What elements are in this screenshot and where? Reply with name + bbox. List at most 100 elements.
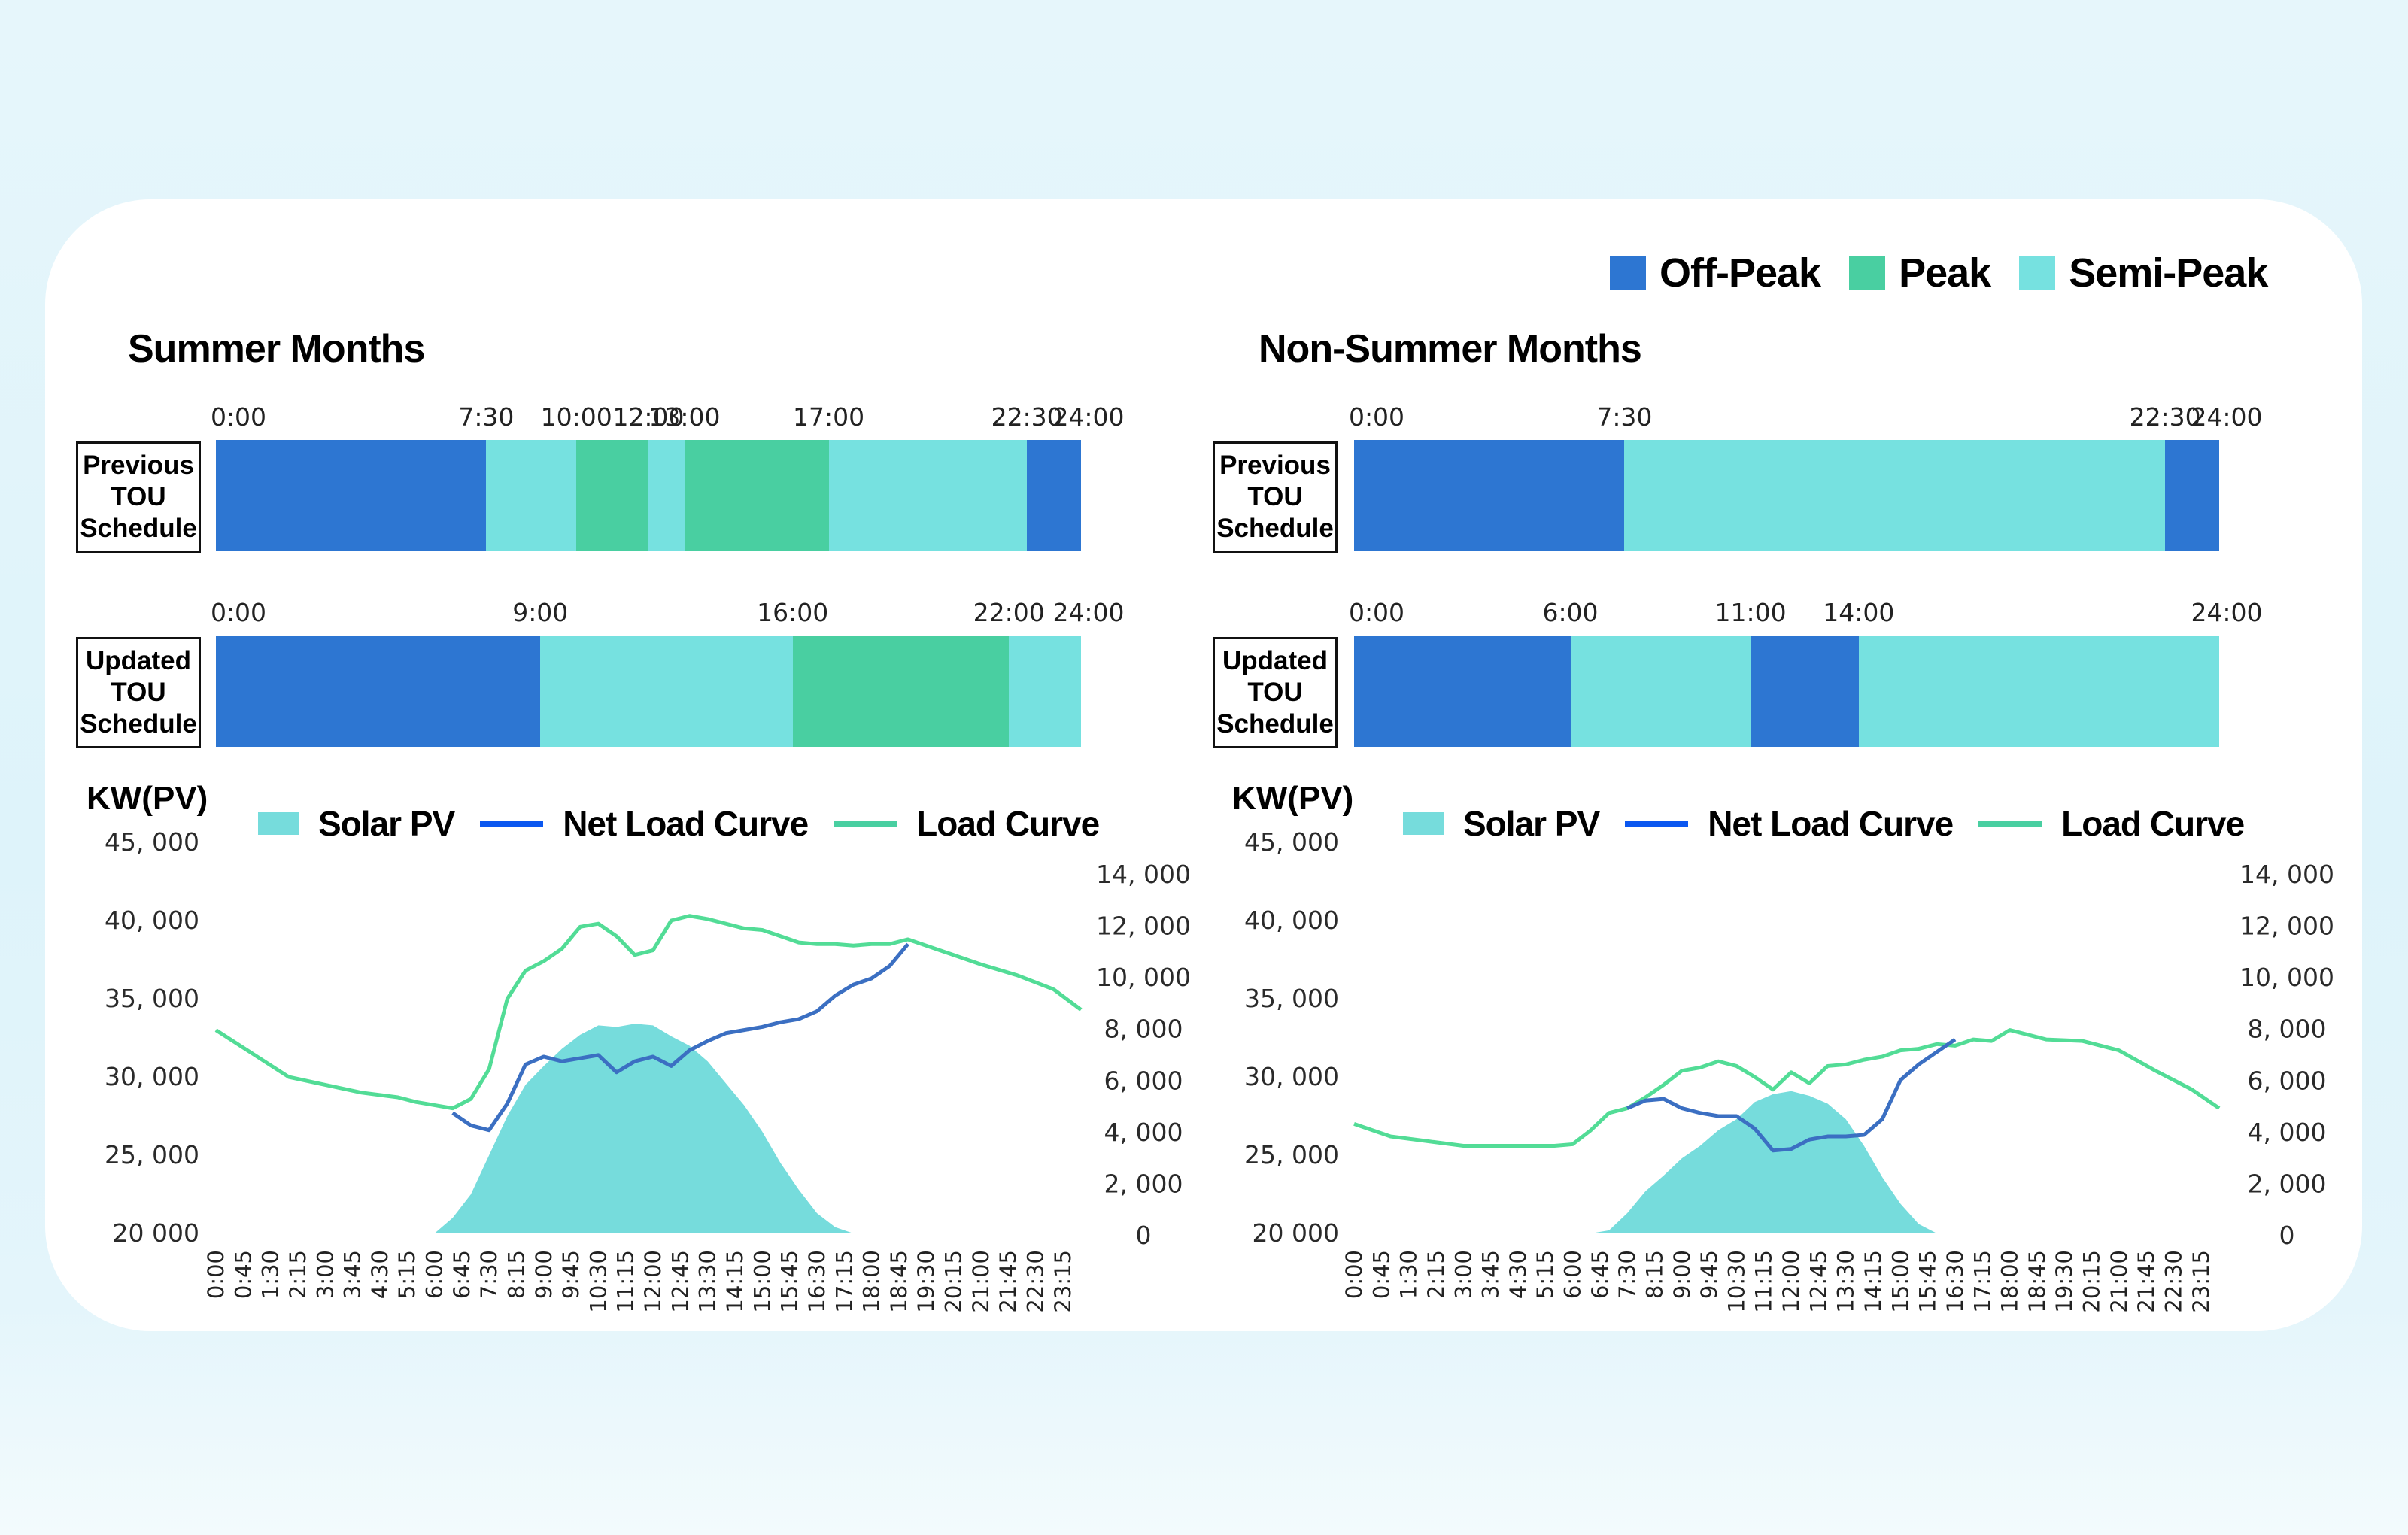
tou-tick-label: 22:30	[991, 402, 1063, 432]
y-right-tick-label: 14, 000	[1096, 860, 1191, 889]
tou-tick-label: 10:00	[540, 402, 612, 432]
tou-tick-label: 24:00	[2191, 402, 2263, 432]
row-label-line: Schedule	[1216, 709, 1334, 739]
x-tick-label: 14:15	[722, 1250, 748, 1313]
x-tick-label: 16:30	[1942, 1250, 1968, 1313]
x-tick-label: 6:00	[422, 1250, 448, 1299]
x-tick-label: 6:45	[1587, 1250, 1613, 1299]
x-tick-label: 1:30	[258, 1250, 284, 1299]
tou-segment-semi-peak	[1624, 440, 2166, 551]
y-right-tick-label: 2, 000	[2248, 1169, 2327, 1198]
y-left-tick-label: 40, 000	[105, 906, 199, 935]
load-curve-line	[1353, 1028, 2221, 1148]
y-left-tick-label: 25, 000	[1244, 1140, 1339, 1169]
tou-tick-label: 22:30	[2129, 402, 2201, 432]
tou-tick-label: 6:00	[1542, 598, 1599, 627]
row-label-line: TOU	[111, 678, 166, 707]
legend-item-load: Load Curve	[1978, 803, 2245, 844]
legend-label: Load Curve	[2061, 804, 2245, 843]
tou-tick-label: 0:00	[210, 402, 267, 432]
x-tick-label: 4:30	[1505, 1250, 1531, 1299]
tou-segment-semi-peak	[540, 636, 793, 747]
tou-tick-label: 7:30	[1596, 402, 1653, 432]
legend-label: Off-Peak	[1659, 250, 1821, 296]
tou-segment-semi-peak	[1570, 636, 1751, 747]
summer-title: Summer Months	[128, 327, 425, 371]
net-load-curve-line	[1626, 1038, 1957, 1153]
x-tick-label: 5:15	[1532, 1250, 1558, 1299]
y-right-tick-label: 0	[2279, 1221, 2295, 1250]
solar-pv-swatch	[258, 812, 299, 835]
legend-item-semi-peak: Semi-Peak	[2019, 250, 2268, 296]
x-tick-label: 22:30	[1022, 1250, 1048, 1313]
x-tick-label: 18:00	[859, 1250, 885, 1313]
y-left-tick-label: 45, 000	[105, 827, 199, 857]
x-tick-label: 13:30	[695, 1250, 721, 1313]
nonsummer-title: Non-Summer Months	[1259, 327, 1642, 371]
y-right-tick-label: 6, 000	[1104, 1066, 1183, 1095]
tou-segment-off-peak	[1354, 636, 1571, 747]
x-tick-label: 9:45	[558, 1250, 584, 1299]
tou-tick-label: 24:00	[1052, 598, 1125, 627]
x-tick-label: 10:30	[585, 1250, 611, 1313]
x-tick-label: 14:15	[1860, 1250, 1886, 1313]
tou-segment-peak	[792, 636, 1010, 747]
summer-previous-tou-bar	[216, 440, 1081, 551]
legend-item-peak: Peak	[1849, 250, 1991, 296]
summer-updated-label: Updated TOU Schedule	[76, 637, 201, 748]
y-left-tick-label: 30, 000	[105, 1062, 199, 1091]
y-right-tick-label: 14, 000	[2239, 860, 2334, 889]
summer-previous-label: Previous TOU Schedule	[76, 441, 201, 553]
summer-updated-tou-bar	[216, 636, 1081, 747]
tou-segment-off-peak	[1027, 440, 1081, 551]
x-tick-label: 18:45	[2024, 1250, 2050, 1313]
nonsummer-updated-label: Updated TOU Schedule	[1213, 637, 1338, 748]
x-tick-label: 21:00	[2106, 1250, 2132, 1313]
legend-label: Semi-Peak	[2069, 250, 2268, 296]
row-label-line: TOU	[1247, 678, 1303, 707]
row-label-line: Schedule	[80, 514, 197, 543]
tou-tick-label: 11:00	[1714, 598, 1787, 627]
y-left-tick-label: 20 000	[1253, 1218, 1339, 1248]
x-tick-label: 17:15	[1969, 1250, 1995, 1313]
nonsummer-previous-tou-bar	[1354, 440, 2219, 551]
x-tick-label: 0:45	[230, 1250, 256, 1299]
tou-tick-label: 0:00	[1348, 598, 1405, 627]
y-left-tick-label: 30, 000	[1244, 1062, 1339, 1091]
y-right-tick-label: 8, 000	[1104, 1015, 1183, 1044]
x-tick-label: 3:45	[1478, 1250, 1504, 1299]
x-tick-label: 12:00	[1778, 1250, 1804, 1313]
solar-pv-area	[216, 1024, 1081, 1233]
x-tick-label: 21:45	[995, 1250, 1021, 1313]
legend-label: Peak	[1899, 250, 1991, 296]
y-right-tick-label: 10, 000	[1096, 963, 1191, 992]
tou-segment-off-peak	[2165, 440, 2219, 551]
tou-segment-peak	[576, 440, 648, 551]
x-tick-label: 18:00	[1997, 1250, 2023, 1313]
x-tick-label: 7:30	[476, 1250, 502, 1299]
legend-label: Solar PV	[1463, 804, 1600, 843]
y-left-tick-label: 20 000	[113, 1218, 199, 1248]
tou-segment-semi-peak	[828, 440, 1028, 551]
tou-segment-semi-peak	[648, 440, 685, 551]
x-tick-label: 15:00	[1887, 1250, 1913, 1313]
y-right-tick-label: 4, 000	[1104, 1118, 1183, 1147]
x-tick-label: 19:30	[913, 1250, 939, 1313]
y-right-tick-label: 2, 000	[1104, 1169, 1183, 1198]
x-tick-label: 12:45	[1805, 1250, 1831, 1313]
x-tick-label: 8:15	[503, 1250, 529, 1299]
x-tick-label: 21:45	[2133, 1250, 2159, 1313]
nonsummer-previous-label: Previous TOU Schedule	[1213, 441, 1338, 553]
y-right-tick-label: 10, 000	[2239, 963, 2334, 992]
row-label-line: Previous	[1219, 450, 1331, 480]
y-right-tick-label: 0	[1136, 1221, 1152, 1250]
summer-y-axis-title: KW(PV)	[87, 780, 208, 817]
y-right-tick-label: 4, 000	[2248, 1118, 2327, 1147]
x-tick-label: 23:15	[2188, 1250, 2214, 1313]
x-tick-label: 19:30	[2051, 1250, 2077, 1313]
x-tick-label: 9:00	[531, 1250, 557, 1299]
semi-peak-swatch	[2019, 256, 2056, 290]
row-label-line: Updated	[1222, 646, 1328, 675]
y-right-tick-label: 8, 000	[2248, 1015, 2327, 1044]
